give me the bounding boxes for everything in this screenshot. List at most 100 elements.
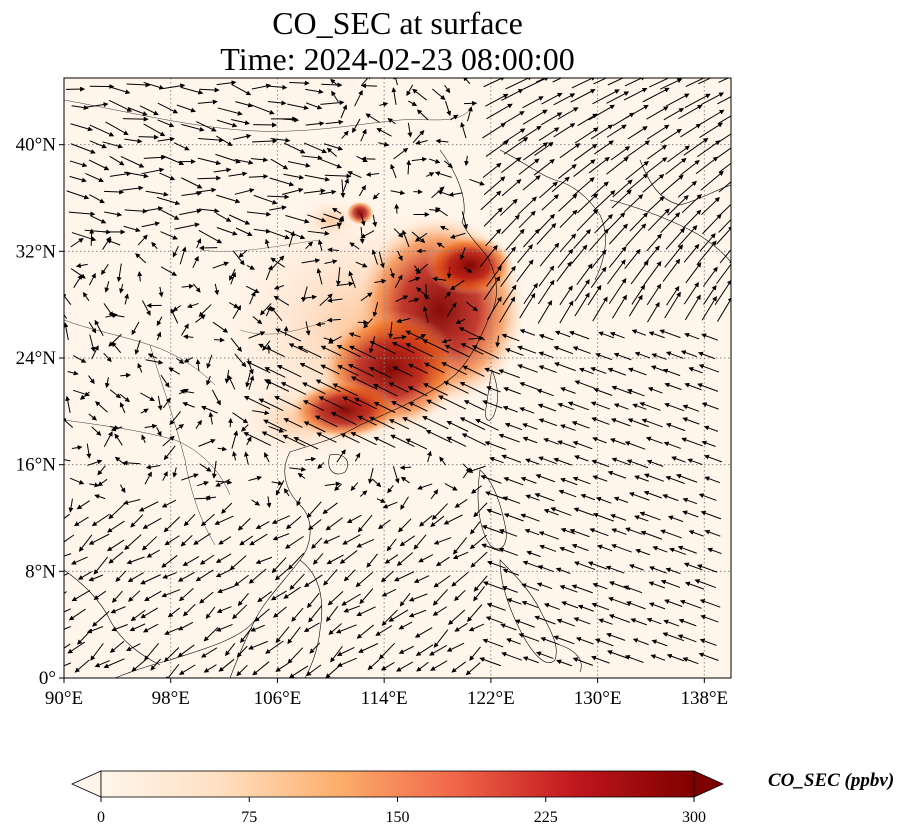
wind-arrow (660, 529, 682, 539)
wind-arrow (373, 436, 396, 448)
wind-arrow (123, 498, 141, 505)
wind-arrow (91, 513, 110, 527)
wind-arrow (221, 502, 233, 514)
wind-arrow (700, 170, 724, 191)
wind-arrow (215, 212, 232, 222)
wind-arrow (684, 581, 705, 590)
wind-arrow (141, 434, 146, 444)
wind-arrow (593, 388, 613, 396)
wind-arrow (664, 244, 684, 268)
wind-arrow (248, 375, 255, 390)
wind-arrow (120, 372, 132, 378)
wind-arrow (459, 382, 488, 396)
wind-arrow (324, 259, 338, 265)
wind-arrow (342, 396, 362, 407)
wind-arrow (446, 420, 469, 432)
wind-arrow (663, 441, 681, 449)
wind-arrow (305, 121, 325, 127)
wind-arrow (632, 403, 647, 410)
wind-arrow (198, 208, 220, 214)
wind-arrow (677, 545, 697, 554)
wind-arrow (390, 434, 415, 448)
wind-arrow (503, 513, 524, 522)
wind-arrow (625, 104, 649, 119)
wind-arrow (336, 281, 354, 287)
wind-arrow (484, 441, 507, 450)
wind-arrow (718, 133, 731, 143)
wind-arrow (634, 475, 649, 482)
wind-arrow (157, 136, 175, 142)
wind-arrow (623, 88, 648, 101)
wind-arrow (182, 401, 195, 408)
wind-arrow (374, 278, 387, 284)
wind-arrow (86, 626, 104, 634)
wind-arrow (283, 418, 303, 428)
wind-arrow (485, 140, 509, 157)
wind-arrow (68, 498, 74, 513)
wind-arrow (536, 388, 554, 397)
wind-arrow (502, 405, 519, 413)
wind-arrow (406, 159, 412, 175)
wind-arrow (439, 225, 449, 231)
wind-arrow (354, 397, 377, 410)
wind-arrow (245, 285, 260, 294)
wind-arrow (666, 285, 680, 306)
wind-arrow (522, 423, 538, 430)
wind-arrow (593, 190, 616, 212)
wind-arrow (160, 266, 177, 276)
latitude-axis: 0° 8°N 16°N 24°N 32°N 40°N (16, 135, 64, 689)
wind-arrow (339, 550, 358, 564)
wind-arrow (250, 157, 269, 163)
wind-arrow (365, 113, 380, 123)
wind-arrow (316, 432, 337, 443)
wind-arrow (402, 417, 427, 430)
wind-arrow (212, 321, 229, 333)
wind-arrow (337, 365, 359, 376)
wind-arrow (573, 143, 598, 162)
wind-arrow (683, 137, 709, 156)
wind-arrow (304, 456, 317, 462)
wind-arrow (350, 482, 359, 491)
wind-arrow (590, 249, 607, 269)
wind-arrow (162, 471, 168, 481)
wind-arrow (89, 228, 95, 246)
wind-arrow (719, 248, 731, 264)
wind-arrow (368, 467, 374, 485)
wind-arrow (88, 375, 95, 385)
wind-arrow (647, 144, 668, 160)
wind-arrow (109, 155, 125, 166)
wind-arrow (195, 314, 206, 323)
wind-arrow (393, 571, 415, 582)
wind-arrow (500, 265, 516, 287)
wind-arrow (696, 140, 721, 158)
wind-arrow (682, 404, 700, 412)
title-line-2: Time: 2024-02-23 08:00:00 (220, 41, 575, 77)
wind-arrow (156, 331, 162, 341)
wind-arrow (368, 366, 392, 379)
wind-arrow (324, 481, 341, 487)
wind-arrow (177, 621, 194, 631)
wind-arrow (412, 130, 425, 144)
wind-arrow (146, 549, 160, 558)
wind-arrow (283, 142, 306, 154)
wind-arrow (360, 292, 373, 302)
wind-arrow (498, 547, 518, 556)
wind-arrow (173, 142, 190, 151)
wind-arrow (609, 331, 625, 339)
wind-arrow (718, 214, 731, 233)
wind-arrow (130, 514, 144, 528)
wind-arrow (123, 225, 141, 233)
wind-arrow (356, 606, 376, 617)
wind-arrow (499, 198, 518, 216)
wind-arrow (576, 193, 599, 214)
wind-arrow (483, 176, 506, 196)
wind-arrow (609, 438, 626, 445)
wind-arrow (486, 602, 506, 611)
wind-arrow (498, 529, 518, 537)
lat-tick-label: 24°N (16, 348, 57, 369)
wind-arrow (665, 475, 685, 484)
wind-arrow (485, 228, 502, 247)
wind-arrow (501, 333, 520, 342)
wind-arrow (141, 300, 151, 316)
wind-arrow (314, 415, 338, 428)
